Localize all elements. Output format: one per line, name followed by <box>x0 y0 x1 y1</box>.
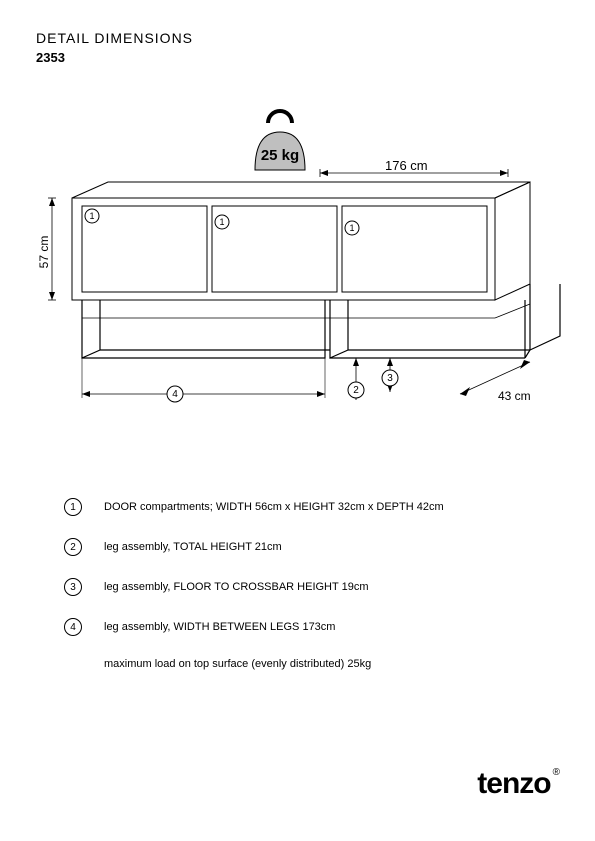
legend-circle-4: 4 <box>64 618 82 636</box>
legend-item-2: 2 leg assembly, TOTAL HEIGHT 21cm <box>64 538 444 556</box>
brand-logo: tenzo® <box>477 767 559 801</box>
brand-name: tenzo <box>477 767 550 800</box>
svg-text:3: 3 <box>387 373 393 384</box>
width-dimension: 176 cm <box>320 158 508 177</box>
leg-frame <box>82 284 560 358</box>
legend: 1 DOOR compartments; WIDTH 56cm x HEIGHT… <box>64 498 444 670</box>
svg-text:4: 4 <box>172 389 178 400</box>
model-number: 2353 <box>36 50 193 65</box>
legend-circle-1: 1 <box>64 498 82 516</box>
depth-label: 43 cm <box>498 389 531 403</box>
weight-icon: 25 kg <box>255 111 305 170</box>
dimension-diagram: 25 kg 176 cm <box>30 100 565 440</box>
callout-1b: 1 <box>219 217 224 227</box>
legend-item-4: 4 leg assembly, WIDTH BETWEEN LEGS 173cm <box>64 618 444 636</box>
legend-circle-2: 2 <box>64 538 82 556</box>
max-load-label: 25 kg <box>261 147 299 164</box>
legend-text-1: DOOR compartments; WIDTH 56cm x HEIGHT 3… <box>104 501 444 513</box>
legend-text-2: leg assembly, TOTAL HEIGHT 21cm <box>104 541 282 553</box>
height-label: 57 cm <box>37 236 51 269</box>
callout-4: 4 <box>82 358 325 402</box>
depth-dimension: 43 cm <box>460 360 531 403</box>
legend-text-3: leg assembly, FLOOR TO CROSSBAR HEIGHT 1… <box>104 581 368 593</box>
legend-item-1: 1 DOOR compartments; WIDTH 56cm x HEIGHT… <box>64 498 444 516</box>
callout-2: 2 <box>348 358 364 400</box>
legend-circle-3: 3 <box>64 578 82 596</box>
svg-text:2: 2 <box>353 385 359 396</box>
legend-note: maximum load on top surface (evenly dist… <box>104 658 444 670</box>
callout-1a: 1 <box>89 211 94 221</box>
header: DETAIL DIMENSIONS 2353 <box>36 30 193 65</box>
callout-3: 3 <box>382 358 398 392</box>
legend-item-3: 3 leg assembly, FLOOR TO CROSSBAR HEIGHT… <box>64 578 444 596</box>
height-dimension: 57 cm <box>37 198 56 300</box>
callout-1c: 1 <box>349 223 354 233</box>
brand-reg: ® <box>553 767 559 778</box>
page-title: DETAIL DIMENSIONS <box>36 30 193 46</box>
width-label: 176 cm <box>385 158 428 173</box>
legend-text-4: leg assembly, WIDTH BETWEEN LEGS 173cm <box>104 621 335 633</box>
cabinet-body <box>72 182 530 300</box>
